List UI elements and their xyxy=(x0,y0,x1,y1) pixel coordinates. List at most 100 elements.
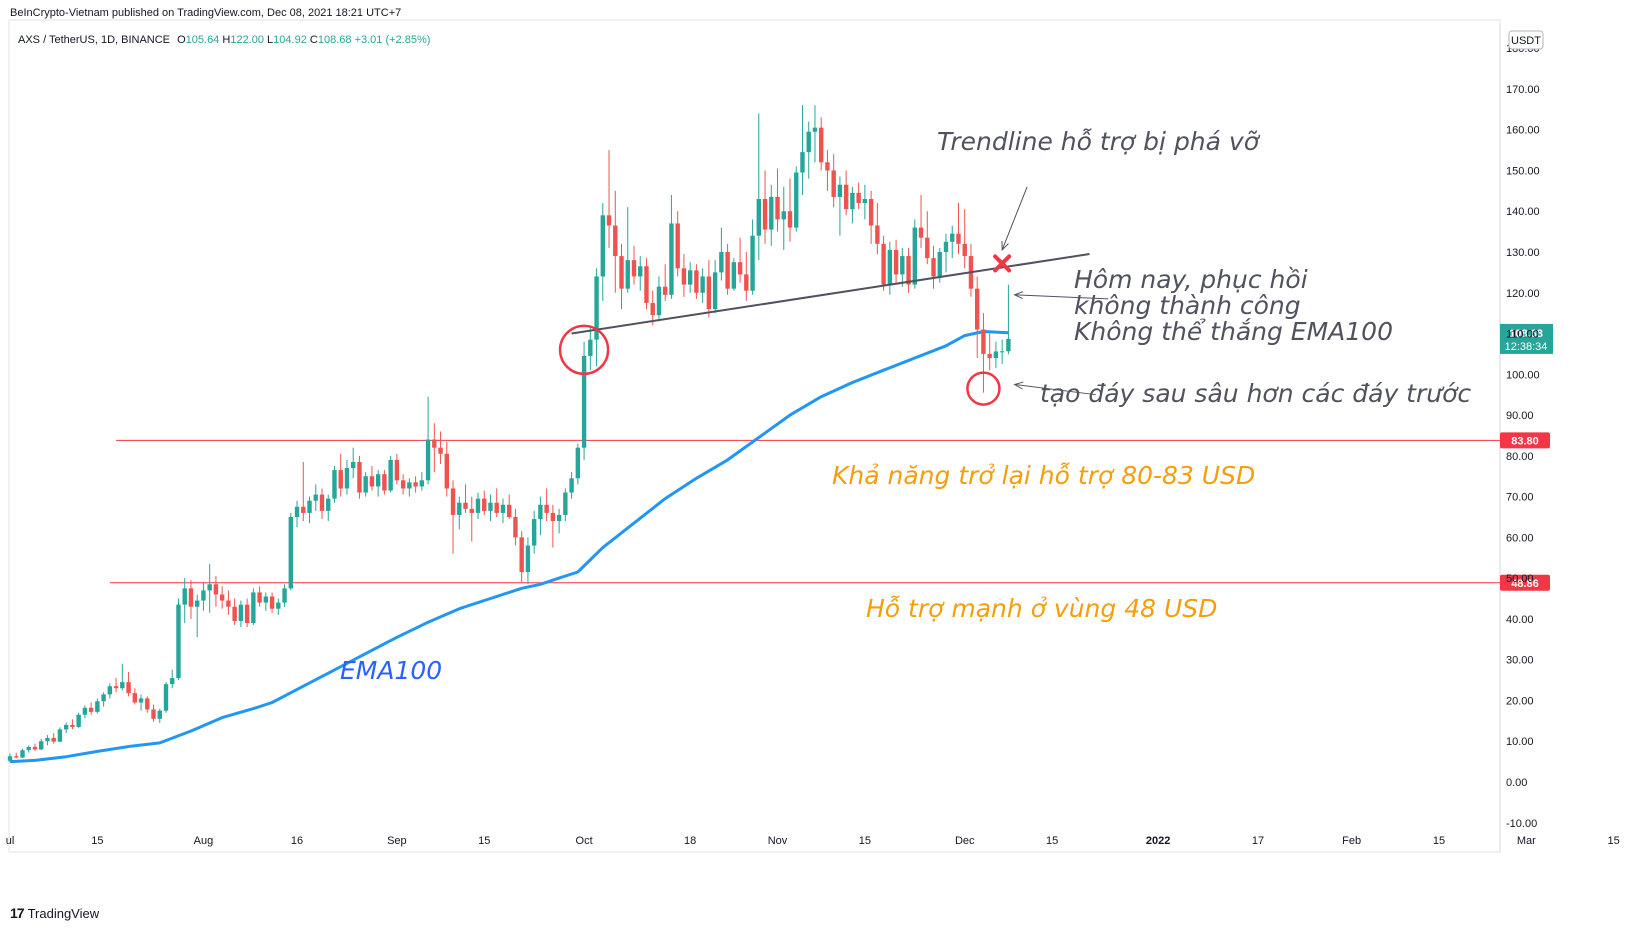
candle-body xyxy=(700,276,705,293)
candle-body xyxy=(338,470,343,489)
candle xyxy=(594,268,599,367)
candle xyxy=(868,190,874,244)
x-tick-label: ul xyxy=(6,835,15,847)
x-tick-label: 15 xyxy=(91,835,103,847)
annotation-support-48: Hỗ trợ mạnh ở vùng 48 USD xyxy=(866,594,1217,623)
candle xyxy=(413,476,418,493)
candle xyxy=(613,190,618,293)
candle xyxy=(332,466,337,503)
candle xyxy=(269,592,275,613)
candle xyxy=(999,339,1005,365)
candle xyxy=(575,443,581,485)
candle-body xyxy=(269,596,275,609)
candle-body xyxy=(450,488,456,515)
candle-body xyxy=(663,286,668,295)
y-tick-label: 120.00 xyxy=(1506,288,1540,300)
arrow-head xyxy=(1001,240,1009,252)
candle xyxy=(756,113,761,261)
candle-body xyxy=(731,262,737,289)
candle-body xyxy=(326,498,331,511)
x-tick-label: 16 xyxy=(291,835,303,847)
candle-body xyxy=(887,249,893,285)
candle xyxy=(494,488,499,517)
candle-body xyxy=(126,682,131,694)
candle-body xyxy=(88,707,94,712)
level-price-tag xyxy=(1500,574,1550,591)
y-tick-label: 70.00 xyxy=(1506,492,1534,504)
y-tick-label: 90.00 xyxy=(1506,410,1534,422)
tradingview-footer: 17 TradingView xyxy=(10,905,99,921)
candle xyxy=(669,194,674,299)
candle-body xyxy=(313,494,318,501)
symbol-info: AXS / TetherUS, 1D, BINANCE O105.64 H122… xyxy=(18,34,430,46)
candle xyxy=(694,264,699,299)
candle xyxy=(850,186,855,224)
candle xyxy=(57,727,63,743)
candle xyxy=(113,678,119,693)
candle-body xyxy=(282,588,287,603)
candle-body xyxy=(176,604,181,679)
y-tick-label: 150.00 xyxy=(1506,165,1540,177)
candle-body xyxy=(425,439,431,481)
candle-body xyxy=(900,256,905,275)
candle xyxy=(313,484,318,511)
candle-body xyxy=(382,474,387,491)
candle xyxy=(775,168,780,232)
candle-body xyxy=(332,470,337,499)
close-value: 108.68 xyxy=(317,34,352,46)
support-trendline xyxy=(571,253,1090,335)
annotation-support-80: Khả năng trở lại hỗ trợ 80-83 USD xyxy=(832,461,1255,490)
candle xyxy=(925,211,930,265)
candle-body xyxy=(581,355,587,448)
candle xyxy=(875,203,880,255)
candle-body xyxy=(937,251,942,277)
candle xyxy=(251,588,256,626)
candle xyxy=(188,580,194,619)
candle-body xyxy=(219,594,225,601)
y-tick-label: 0.00 xyxy=(1506,777,1527,789)
candle xyxy=(563,488,568,522)
high-label: H xyxy=(222,34,231,46)
candle xyxy=(400,474,406,495)
candle-body xyxy=(226,600,231,607)
candle-body xyxy=(113,686,119,689)
candle xyxy=(394,453,400,485)
candle-body xyxy=(762,198,768,230)
candle-body xyxy=(987,353,992,358)
candle-body xyxy=(14,756,19,758)
candle xyxy=(101,692,106,707)
symbol-pair: AXS / TetherUS, 1D, BINANCE xyxy=(18,34,171,46)
candle xyxy=(600,203,605,301)
candle-body xyxy=(188,588,194,607)
candle xyxy=(145,696,150,713)
candle-body xyxy=(619,256,624,289)
candle xyxy=(856,182,861,210)
candle-body xyxy=(588,339,593,356)
candle xyxy=(39,738,44,751)
candle-body xyxy=(850,192,855,210)
y-tick-label: 100.00 xyxy=(1506,369,1540,381)
candle xyxy=(556,508,562,534)
candle-body xyxy=(638,266,643,277)
candle-body xyxy=(775,196,780,220)
candle xyxy=(700,268,705,303)
candle-body xyxy=(756,198,761,236)
candle xyxy=(88,702,94,715)
candle-body xyxy=(63,724,69,730)
candle-body xyxy=(276,602,281,609)
candle-body xyxy=(706,276,712,310)
candle-body xyxy=(26,746,31,751)
candle-body xyxy=(556,514,562,522)
candle xyxy=(631,245,637,285)
candle xyxy=(138,694,144,711)
candle-body xyxy=(76,714,81,727)
candle-body xyxy=(750,235,755,291)
candle xyxy=(338,453,343,497)
candle xyxy=(588,325,593,371)
candle-body xyxy=(82,707,88,715)
candle xyxy=(507,494,512,520)
candle-body xyxy=(737,262,743,275)
y-tick-label: 40.00 xyxy=(1506,614,1534,626)
candle-body xyxy=(644,266,649,303)
